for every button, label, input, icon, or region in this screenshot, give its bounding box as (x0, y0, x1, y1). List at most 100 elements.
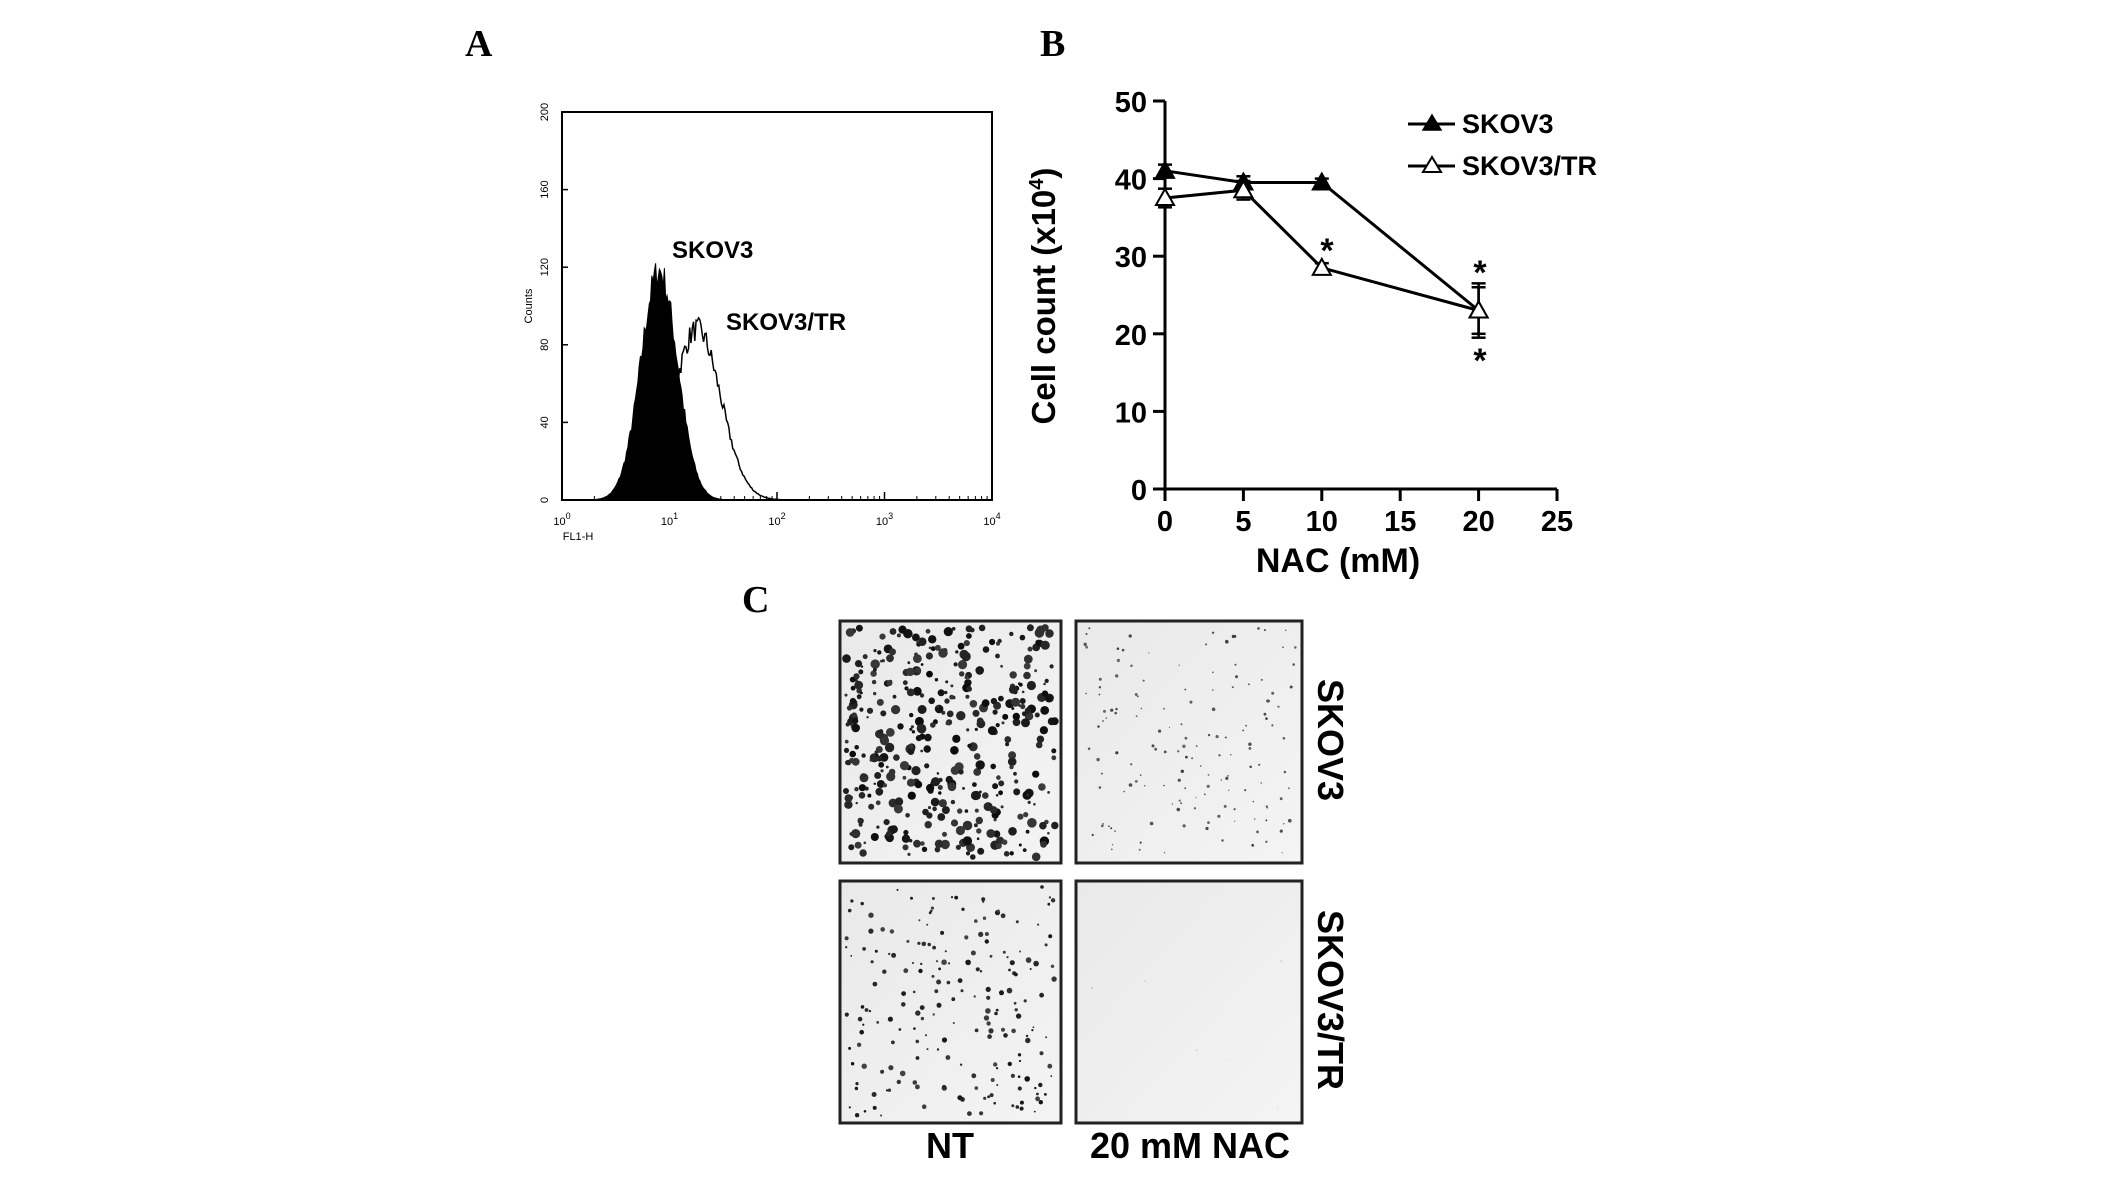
colony-dot (907, 748, 915, 755)
colony-dot (867, 793, 872, 798)
line-chart-legend: SKOV3 SKOV3/TR (1408, 109, 1597, 181)
colony-well-skov3tr-nac (1074, 879, 1304, 1125)
colony-dot (887, 1088, 892, 1092)
colony-dot (891, 705, 901, 715)
colony-dot (992, 783, 999, 790)
colony-dot (1135, 715, 1138, 718)
colony-dots (1083, 627, 1297, 854)
colony-dot (930, 906, 935, 910)
colony-dot (880, 1069, 885, 1074)
colony-dot (978, 931, 984, 938)
colony-dot (1235, 675, 1238, 679)
colony-dot (872, 1105, 877, 1110)
colony-dot (1013, 1001, 1017, 1005)
colony-dot (936, 1048, 940, 1051)
colony-dot (1180, 723, 1183, 726)
colony-dot (866, 707, 874, 714)
colony-dot (998, 790, 1003, 796)
colony-dot (938, 791, 942, 795)
asterisk-10mm: * (1320, 232, 1334, 270)
colony-dot (1041, 624, 1049, 632)
colony-dot (1115, 707, 1118, 711)
colony-dot (854, 1086, 859, 1091)
colony-dot (858, 792, 866, 799)
colony-dot (1050, 1075, 1053, 1077)
colony-dot (986, 829, 996, 838)
colony-dot (946, 710, 954, 718)
colony-dot (966, 728, 970, 732)
colony-dot (880, 927, 885, 932)
line-chart-y-tick-label: 40 (1115, 165, 1147, 197)
colony-dot (1000, 913, 1006, 919)
colony-dot (979, 970, 983, 973)
colony-dot (912, 1080, 918, 1085)
colony-dot (1283, 823, 1285, 825)
colony-dot (925, 628, 931, 634)
colony-dot (851, 712, 858, 719)
colony-dot (912, 633, 920, 642)
colony-dot (848, 1046, 852, 1050)
colony-dot (879, 736, 890, 746)
colony-dot (1207, 733, 1211, 737)
colony-dot (963, 640, 970, 647)
colony-dot (1008, 968, 1011, 972)
colony-dot (985, 986, 991, 993)
colony-dot (1230, 754, 1232, 756)
histogram-y-ticks: 0 40 80 120 160 200 (539, 103, 568, 503)
colony-dot (940, 839, 950, 850)
colony-dot (1012, 718, 1021, 727)
colony-dot (904, 686, 909, 691)
colony-dot (1265, 805, 1268, 808)
colony-dot (894, 797, 904, 806)
colony-dot (1257, 627, 1260, 630)
colony-dot (983, 1096, 987, 1100)
colony-dot (850, 1062, 855, 1066)
colony-dot (920, 841, 925, 846)
colony-dot (1048, 934, 1053, 939)
colony-dot (1009, 960, 1015, 966)
colony-dot (868, 1009, 872, 1013)
colony-dot (902, 680, 908, 686)
colony-dot (965, 959, 971, 966)
colony-dot (1111, 844, 1114, 846)
colony-dot (1002, 713, 1009, 720)
colony-dot (930, 646, 936, 652)
colony-dot (920, 663, 924, 666)
colony-dot (914, 780, 923, 789)
colony-dot (855, 624, 863, 632)
colony-dot (866, 716, 869, 719)
colony-dot (872, 981, 878, 987)
colony-dot (1103, 709, 1106, 713)
colony-dot (1018, 1059, 1022, 1063)
colony-dot (954, 762, 964, 772)
colony-dot (1121, 648, 1125, 652)
colony-dot (888, 768, 896, 776)
colony-dot (864, 1008, 869, 1012)
colony-dot (875, 800, 881, 806)
colony-dot (1006, 987, 1013, 994)
row-label-skov3tr: SKOV3/TR (1310, 910, 1351, 1090)
colony-dot (1144, 785, 1146, 787)
line-chart-marks (1154, 159, 1490, 339)
colony-dot (885, 765, 889, 769)
colony-dot (984, 939, 989, 944)
colony-dot (871, 679, 877, 685)
colony-dot (1249, 765, 1252, 769)
colony-dot (891, 952, 897, 958)
colony-dot (1276, 1107, 1278, 1109)
colony-dot (1207, 821, 1210, 824)
colony-dot (1034, 1086, 1037, 1090)
colony-dot (1014, 972, 1018, 977)
colony-dot (906, 939, 910, 943)
colony-dots (844, 885, 1057, 1118)
colony-dot (1195, 797, 1197, 799)
colony-dot (957, 978, 963, 983)
point-skov3 (1311, 171, 1333, 191)
colony-dot (892, 694, 897, 699)
colony-dot (1200, 765, 1202, 767)
colony-dot (1021, 711, 1027, 717)
colony-dot (1102, 823, 1104, 825)
colony-dot (924, 733, 932, 742)
colony-dot (1023, 999, 1027, 1003)
colony-dot (929, 909, 933, 913)
